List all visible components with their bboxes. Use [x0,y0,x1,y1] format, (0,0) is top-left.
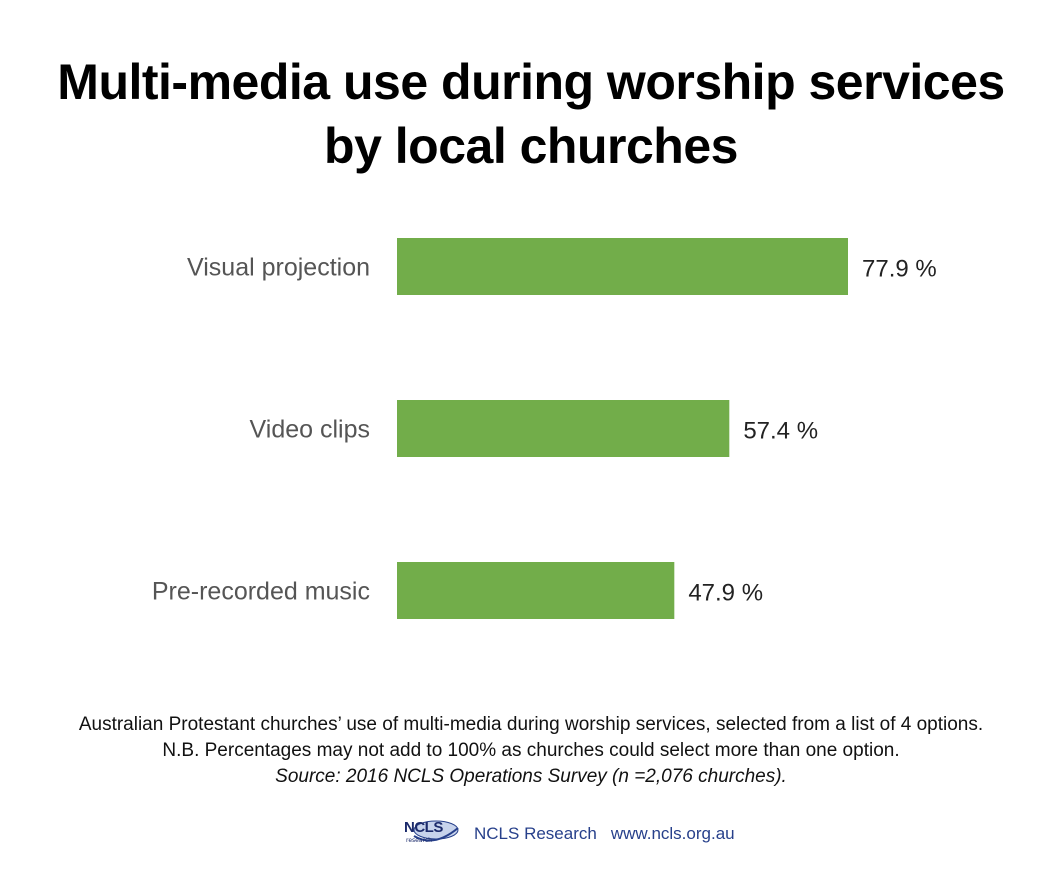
category-label-2: Pre-recorded music [152,578,370,606]
category-label-0: Visual projection [187,254,370,282]
bar-2 [397,562,675,619]
category-label-1: Video clips [250,416,370,444]
chart-title-line-1: Multi-media use during worship services [57,54,1005,110]
value-label-2: 47.9 % [688,580,763,607]
logo-text: NCLS [404,819,443,836]
ncls-logo: NCLS research [400,818,460,850]
bar-0 [397,238,848,295]
footnote-line-2: N.B. Percentages may not add to 100% as … [162,740,900,761]
footer: NCLS research NCLS Research www.ncls.org… [400,818,735,850]
value-label-1: 57.4 % [743,418,818,445]
website-link[interactable]: www.ncls.org.au [610,824,735,843]
ncls-logo-icon [413,820,459,842]
footnote-source: Source: 2016 NCLS Operations Survey (n =… [275,766,787,787]
bar-1 [397,400,730,457]
chart-title-line-2: by local churches [324,118,738,174]
footnote-line-1: Australian Protestant churches’ use of m… [78,714,984,735]
chart-footnote: Australian Protestant churches’ use of m… [0,712,1062,790]
chart-title: Multi-media use during worship services … [0,50,1062,178]
value-label-0: 77.9 % [862,256,937,283]
logo-subtext: research [406,837,432,844]
brand-name: NCLS Research [474,824,597,843]
bar-chart: Visual projection 77.9 % Video clips 57.4 %… [152,238,937,619]
